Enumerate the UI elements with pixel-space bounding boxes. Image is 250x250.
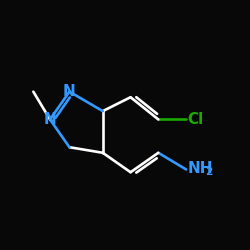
Text: N: N <box>44 112 56 127</box>
Text: 2: 2 <box>205 167 212 177</box>
Text: N: N <box>63 84 76 99</box>
Text: NH: NH <box>188 160 213 176</box>
Text: Cl: Cl <box>188 112 204 127</box>
